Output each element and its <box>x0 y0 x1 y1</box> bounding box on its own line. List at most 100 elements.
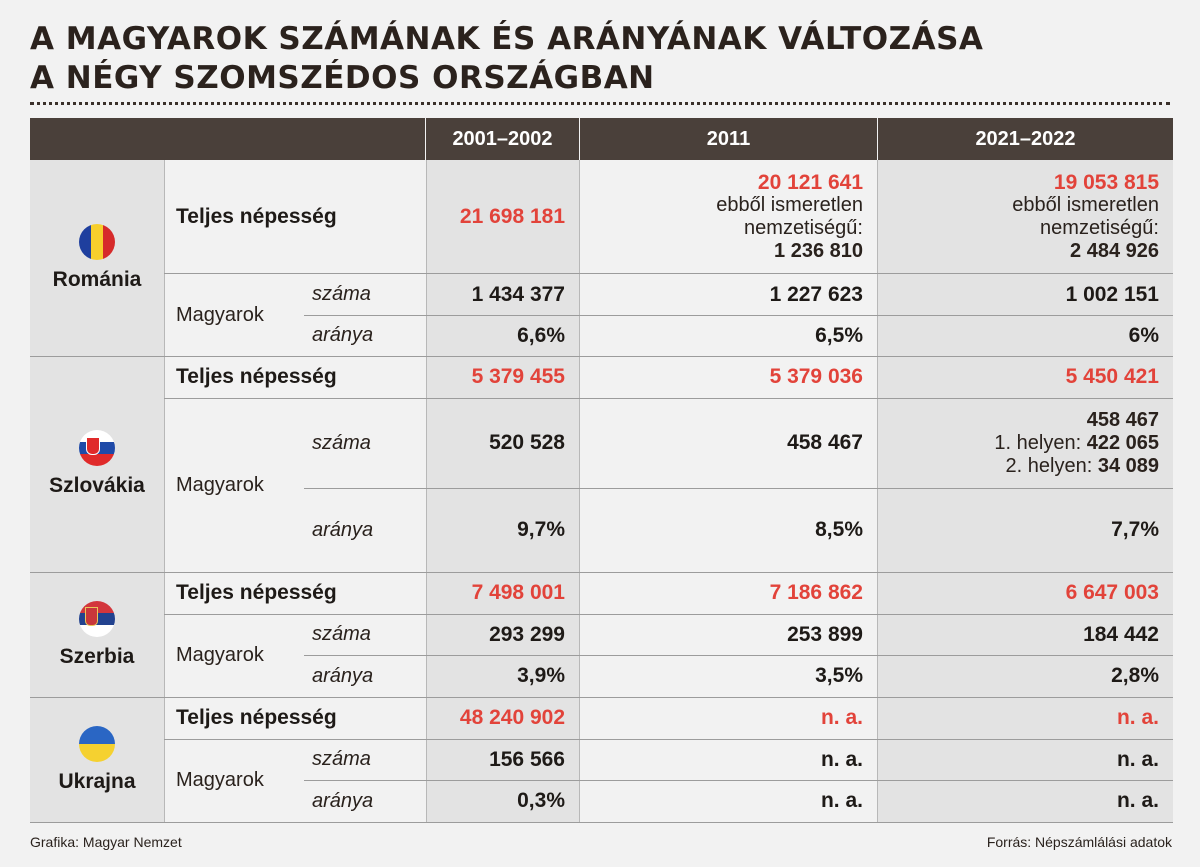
slovakia-flag-icon <box>79 430 115 466</box>
ro-unknown-label-1: ebből ismeretlen <box>716 194 863 216</box>
row-divider <box>304 488 1173 489</box>
ua-count-2011: n. a. <box>820 747 863 771</box>
label-count: száma <box>312 748 371 770</box>
ro-count-2001: 1 434 377 <box>471 282 565 306</box>
table-bottom-border <box>30 822 1173 823</box>
ro-total-2011: 20 121 641 ebből ismeretlen nemzetiségű:… <box>580 160 877 274</box>
ro-unknown-2011: 1 236 810 <box>774 240 863 262</box>
sk-share-2011: 8,5% <box>815 518 863 541</box>
ro-share-2001: 6,6% <box>517 323 565 347</box>
sk-count-2021: 458 467 1. helyen: 422 065 2. helyen: 34… <box>878 398 1173 488</box>
rs-count-2001: 293 299 <box>489 622 565 646</box>
chart-title: A MAGYAROK SZÁMÁNAK ÉS ARÁNYÁNAK VÁLTOZÁ… <box>30 20 1170 98</box>
ro-share-2021: 6% <box>1128 323 1159 347</box>
col-divider <box>579 160 580 822</box>
ro-total-2021: 19 053 815 ebből ismeretlen nemzetiségű:… <box>878 160 1173 274</box>
ua-count-2021: n. a. <box>1116 747 1159 771</box>
section-divider <box>30 356 1173 357</box>
label-hungarians: Magyarok <box>176 769 264 791</box>
row-divider <box>164 398 1173 399</box>
label-count: száma <box>312 431 371 454</box>
row-divider <box>164 614 1173 615</box>
ua-count-2001: 156 566 <box>489 747 565 771</box>
rs-count-2021: 184 442 <box>1083 622 1159 646</box>
label-count: száma <box>312 283 371 305</box>
header-2021-2022: 2021–2022 <box>878 118 1173 160</box>
ro-unknown-label-2: nemzetiségű: <box>1040 217 1159 239</box>
header-2011: 2011 <box>580 118 877 160</box>
country-ukraine: Ukrajna <box>30 697 164 822</box>
rs-total-2021: 6 647 003 <box>1065 581 1159 604</box>
ro-total-2011-value: 20 121 641 <box>757 171 863 194</box>
row-divider <box>164 273 1173 274</box>
country-name: Szerbia <box>59 644 135 668</box>
ro-total-2021-value: 19 053 815 <box>1053 171 1159 194</box>
sk-rank2-line: 2. helyen: 34 089 <box>1006 455 1159 478</box>
ro-count-2011: 1 227 623 <box>769 282 863 306</box>
title-line-1: A MAGYAROK SZÁMÁNAK ÉS ARÁNYÁNAK VÁLTOZÁ… <box>30 21 984 57</box>
label-share: aránya <box>312 518 374 541</box>
sk-total-2001: 5 379 455 <box>471 365 565 388</box>
country-name: Szlovákia <box>49 474 145 497</box>
country-name: Ukrajna <box>58 769 136 793</box>
ua-share-2001: 0,3% <box>517 789 565 812</box>
country-romania: Románia <box>30 160 164 356</box>
sk-count-2011: 458 467 <box>787 431 863 454</box>
rs-count-2011: 253 899 <box>787 622 863 646</box>
title-line-2: A NÉGY SZOMSZÉDOS ORSZÁGBAN <box>30 60 655 96</box>
header-blank <box>30 118 425 160</box>
col-divider <box>164 160 165 822</box>
ukraine-flag-icon <box>79 725 115 762</box>
section-divider <box>30 697 1173 698</box>
ro-unknown-label-2: nemzetiségű: <box>744 217 863 239</box>
ro-share-2011: 6,5% <box>815 323 863 347</box>
row-divider <box>164 739 1173 740</box>
serbia-flag-icon <box>79 600 115 637</box>
col-divider <box>426 160 427 822</box>
rs-total-2001: 7 498 001 <box>471 581 565 604</box>
sk-total-2011: 5 379 036 <box>769 365 863 388</box>
sk-rank1-label: 1. helyen: <box>994 431 1087 454</box>
label-hungarians: Magyarok <box>176 303 264 326</box>
credit-source: Forrás: Népszámlálási adatok <box>986 834 1172 850</box>
ua-share-2021: n. a. <box>1116 789 1159 812</box>
rs-total-2011: 7 186 862 <box>769 581 863 604</box>
ro-unknown-2021: 2 484 926 <box>1070 240 1159 262</box>
sk-total-2021: 5 450 421 <box>1065 365 1159 388</box>
rs-share-2001: 3,9% <box>517 664 565 687</box>
label-hungarians: Magyarok <box>176 644 264 666</box>
label-total: Teljes népesség <box>176 581 337 604</box>
label-total: Teljes népesség <box>176 365 337 388</box>
sk-rank2-label: 2. helyen: <box>1005 454 1098 477</box>
label-share: aránya <box>312 789 374 812</box>
label-share: aránya <box>312 664 374 687</box>
rs-share-2021: 2,8% <box>1111 664 1159 687</box>
data-table: 2001–2002 2011 2021–2022 Románia Teljes … <box>30 118 1173 823</box>
rs-share-2011: 3,5% <box>815 664 863 687</box>
ro-unknown-label-1: ebből ismeretlen <box>1012 194 1159 216</box>
section-divider <box>30 572 1173 573</box>
ua-share-2011: n. a. <box>820 789 863 812</box>
sk-rank1-value: 422 065 <box>1086 431 1159 454</box>
row-divider <box>304 315 1173 316</box>
col-divider <box>877 160 878 822</box>
col-2001-shade <box>426 160 579 822</box>
row-divider <box>304 655 1173 656</box>
row-divider <box>304 780 1173 781</box>
country-name: Románia <box>52 268 142 291</box>
sk-count-2001: 520 528 <box>489 431 565 454</box>
country-serbia: Szerbia <box>30 572 164 697</box>
sk-share-2001: 9,7% <box>517 518 565 541</box>
romania-flag-icon <box>79 224 115 260</box>
sk-count-2021-value: 458 467 <box>1086 408 1159 431</box>
ua-total-2001: 48 240 902 <box>459 706 565 729</box>
ro-total-2001: 21 698 181 <box>459 205 565 228</box>
title-divider <box>30 102 1170 105</box>
country-slovakia: Szlovákia <box>30 356 164 572</box>
col-2021-shade <box>878 160 1173 822</box>
label-hungarians: Magyarok <box>176 473 264 496</box>
label-share: aránya <box>312 324 374 346</box>
sk-rank2-value: 34 089 <box>1097 454 1159 477</box>
ua-total-2021: n. a. <box>1116 706 1159 729</box>
sk-share-2021: 7,7% <box>1111 518 1159 541</box>
